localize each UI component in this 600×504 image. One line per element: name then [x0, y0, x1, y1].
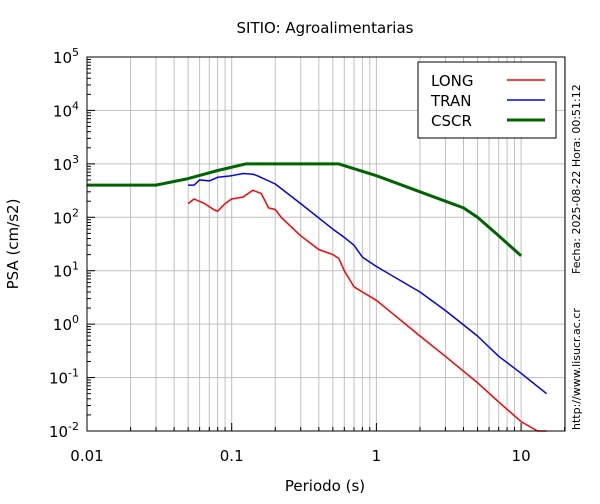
series-line-cscr [87, 162, 523, 257]
y-tick-label: 100 [53, 313, 79, 334]
y-tick-label: 104 [53, 99, 79, 120]
series-line-tran [188, 172, 548, 395]
series-line-long [187, 189, 547, 432]
y-tick-label: 105 [53, 46, 79, 67]
x-tick-label: 0.01 [70, 447, 103, 465]
y-tick-label: 102 [53, 206, 79, 227]
x-tick-label: 1 [372, 447, 382, 465]
y-tick-label: 10-2 [49, 420, 79, 441]
legend-label-long: LONG [431, 72, 473, 90]
series-lines [87, 162, 548, 432]
url-text: http://www.lisucr.ac.cr [570, 308, 583, 430]
x-tick-label: 10 [512, 447, 531, 465]
legend-label-tran: TRAN [430, 92, 471, 110]
y-axis-label: PSA (cm/s2) [4, 199, 22, 290]
x-axis-label: Periodo (s) [285, 477, 365, 495]
timestamp-text: Fecha: 2025-08-22 Hora: 00:51:12 [570, 84, 583, 274]
axis-ticks: 0.01 0.1 1 10 10-2 10-1 100 101 102 103 104 105 [49, 46, 566, 465]
legend-label-cscr: CSCR [431, 112, 472, 130]
y-tick-label: 103 [53, 153, 79, 174]
y-tick-label: 10-1 [49, 367, 79, 388]
chart-title: SITIO: Agroalimentarias [237, 19, 414, 37]
plot-frame [86, 56, 566, 432]
y-tick-label: 101 [53, 260, 79, 281]
legend: LONG TRAN CSCR [417, 61, 557, 139]
x-tick-label: 0.1 [220, 447, 244, 465]
